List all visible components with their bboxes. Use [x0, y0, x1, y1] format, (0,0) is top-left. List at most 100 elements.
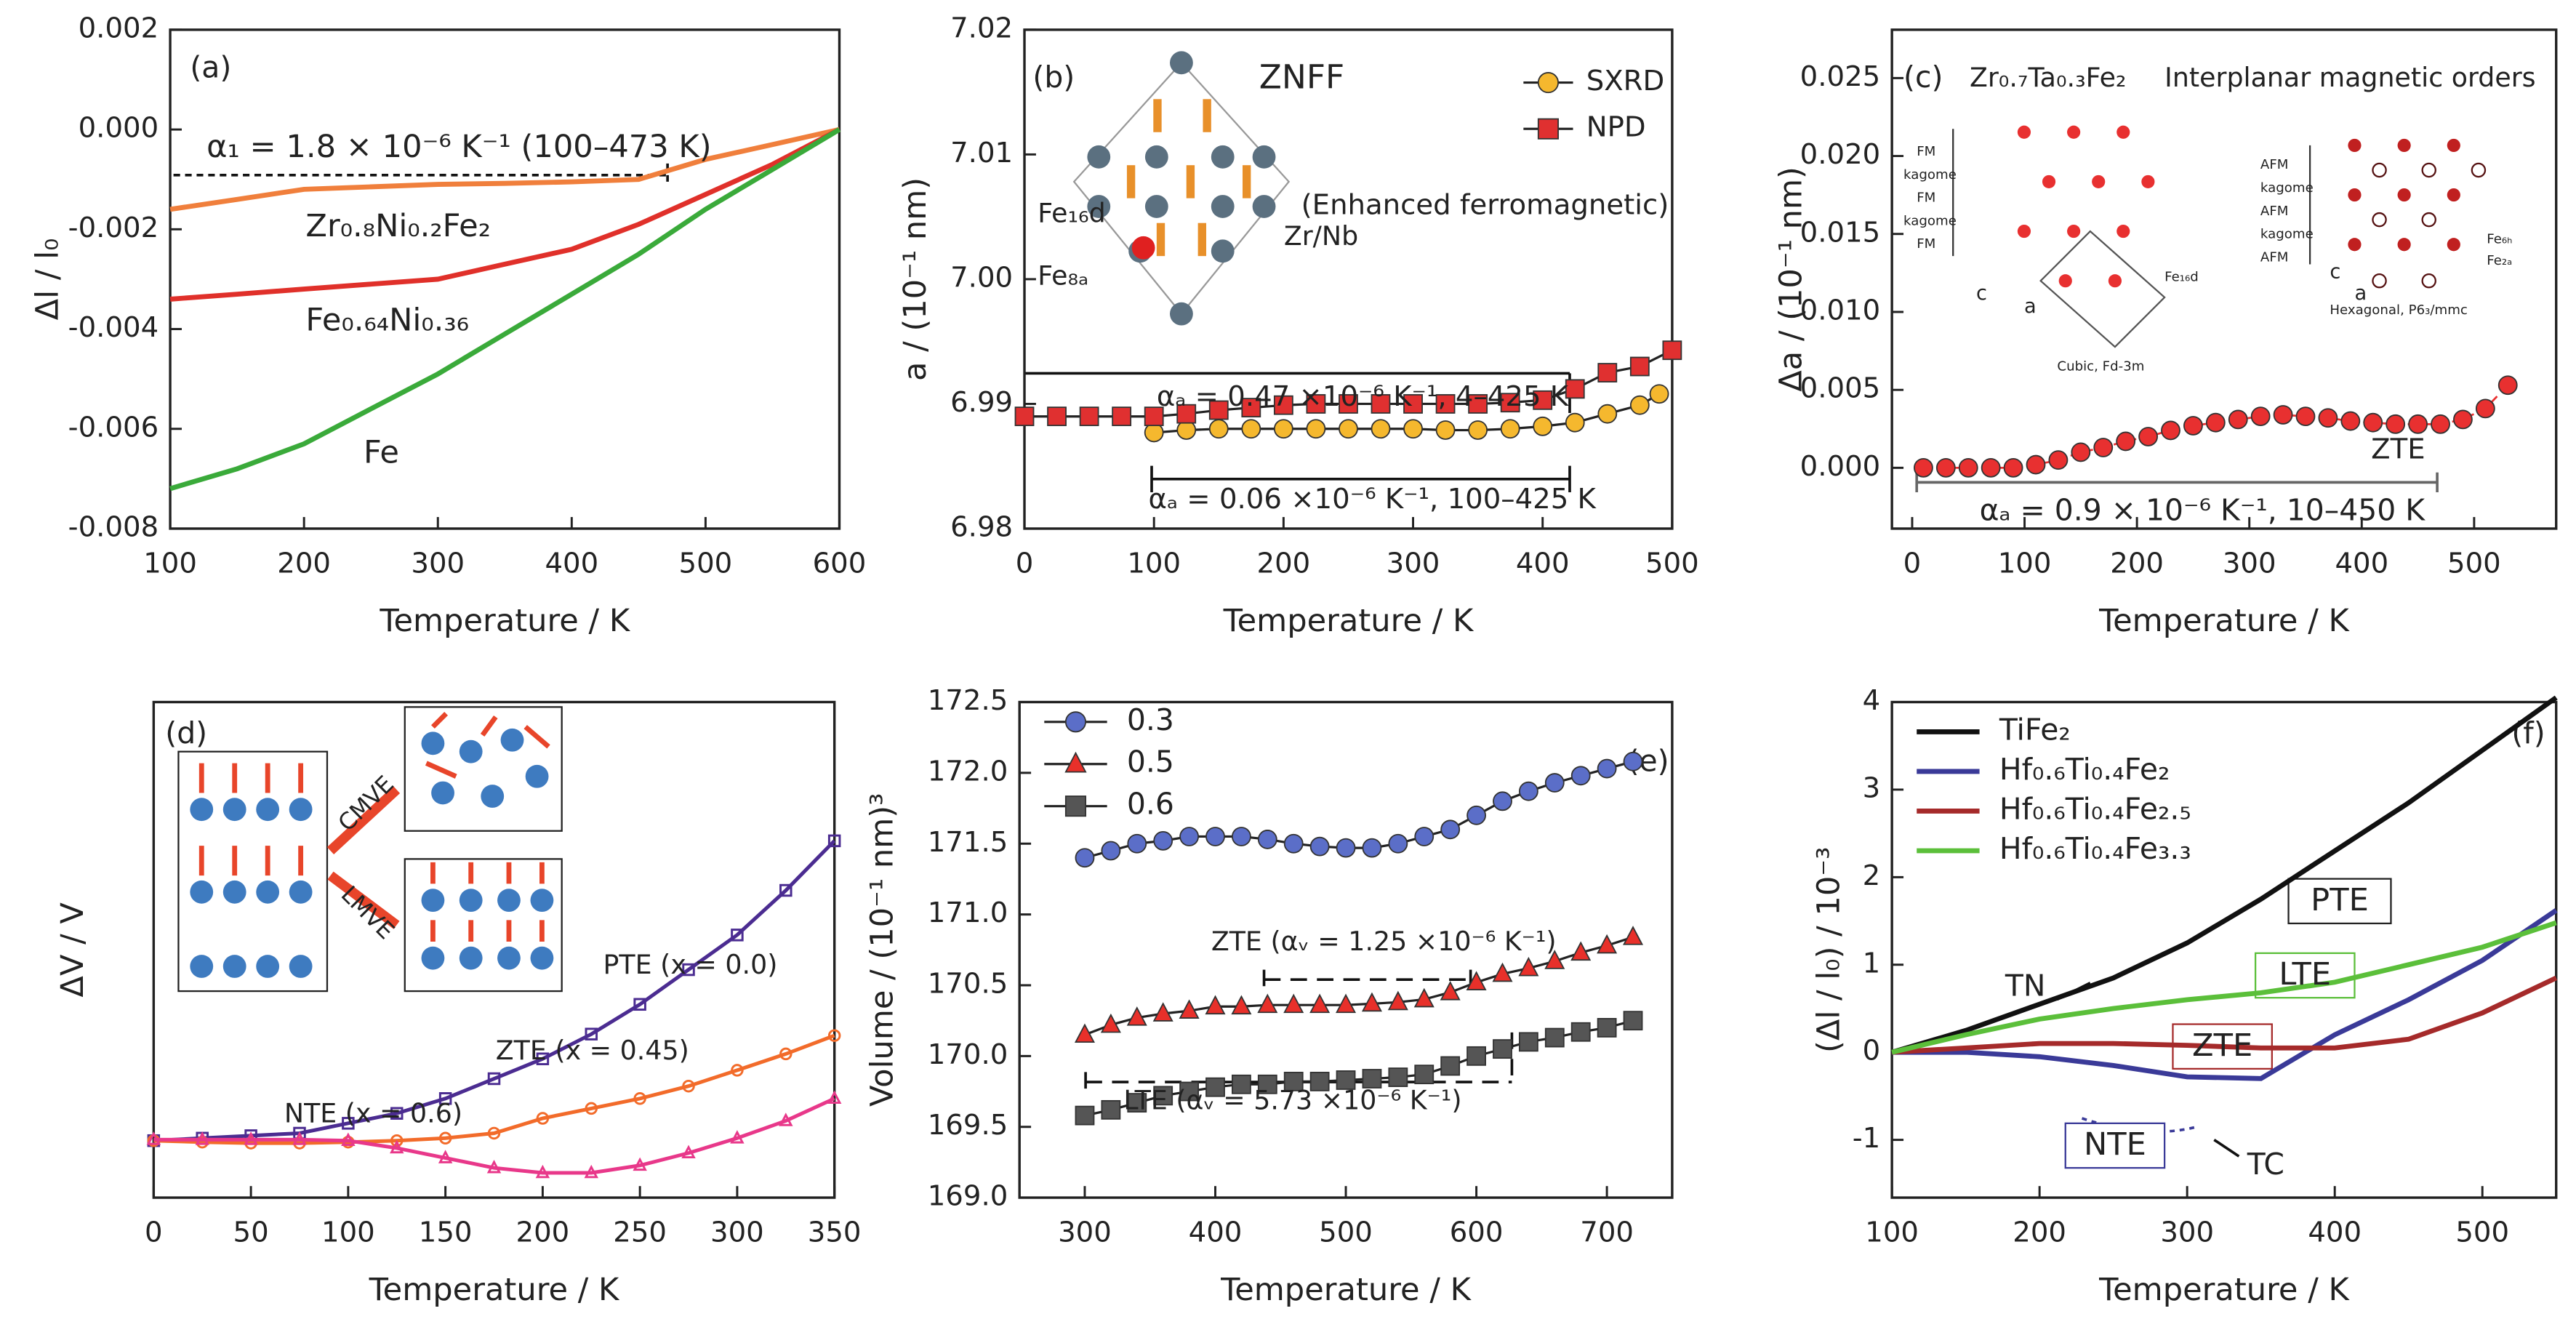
x-tick-label: 200 — [1257, 547, 1311, 580]
plot-frame — [1023, 28, 1674, 530]
marker — [1241, 398, 1261, 418]
annotation: Fe₆ₕ — [2487, 231, 2512, 246]
marker — [1570, 941, 1592, 961]
marker — [1440, 1056, 1461, 1076]
marker — [1273, 419, 1293, 439]
marker — [1500, 419, 1520, 439]
annotation: α₁ = 1.8 × 10⁻⁶ K⁻¹ (100–473 K) — [206, 129, 712, 165]
x-tick-label: 200 — [2110, 547, 2164, 580]
marker — [1339, 419, 1358, 439]
marker — [1232, 1074, 1251, 1094]
marker — [1649, 384, 1669, 404]
marker — [1403, 419, 1423, 439]
marker — [1075, 1105, 1095, 1126]
marker — [438, 1150, 453, 1163]
annotation: kagome — [1903, 167, 1957, 183]
y-tick-label: -0.002 — [68, 212, 159, 244]
y-axis-label: a / (10⁻¹ nm) — [897, 177, 934, 381]
marker — [731, 929, 744, 942]
x-tick-label: 300 — [1387, 547, 1440, 580]
x-tick-label: 500 — [2447, 547, 2501, 580]
series-label: PTE (x = 0.0) — [603, 949, 778, 980]
atoms — [1087, 51, 1276, 326]
marker — [487, 1072, 501, 1086]
marker — [1075, 848, 1095, 868]
x-tick-label: 600 — [1450, 1216, 1504, 1249]
plot-frame — [152, 700, 836, 1199]
y-tick-label: 0.025 — [1800, 60, 1881, 93]
marker — [1231, 995, 1252, 1015]
annotation: kagome — [2260, 180, 2314, 196]
x-tick-label: 0 — [145, 1216, 163, 1249]
x-tick-label: 300 — [1058, 1216, 1112, 1249]
marker — [2138, 427, 2158, 446]
marker — [341, 1132, 356, 1146]
annotation: Fe₁₆d — [2164, 270, 2199, 285]
marker — [682, 963, 695, 977]
marker — [2228, 409, 2248, 430]
marker — [1336, 838, 1356, 858]
legend-marker — [1064, 711, 1087, 733]
marker — [1435, 420, 1456, 440]
marker — [1371, 419, 1391, 439]
legend-label: SXRD — [1586, 65, 1665, 97]
legend-label: NPD — [1586, 111, 1646, 144]
y-tick-label: 0.015 — [1800, 216, 1881, 249]
y-tick-label: 0 — [1863, 1035, 1881, 1067]
marker — [681, 1144, 696, 1159]
marker — [1662, 340, 1682, 361]
range-line — [1915, 472, 2439, 493]
series-line — [1891, 695, 2558, 1055]
label-box — [2064, 1122, 2166, 1169]
marker — [2205, 412, 2226, 433]
annotation: TN — [2005, 969, 2046, 1003]
x-tick-label: 200 — [2013, 1216, 2066, 1249]
y-tick-label: 7.01 — [950, 137, 1013, 169]
marker — [1570, 1022, 1591, 1042]
x-tick-label: 350 — [808, 1216, 862, 1249]
marker — [2003, 457, 2023, 478]
marker — [2386, 414, 2406, 434]
marker — [779, 883, 793, 897]
marker — [730, 1130, 745, 1144]
inset-b — [1072, 51, 1291, 326]
marker — [2026, 454, 2046, 475]
y-axis-label: ΔV / V — [55, 902, 91, 998]
x-tick-label: 50 — [233, 1216, 269, 1249]
series-line — [1892, 908, 2558, 1081]
annotation: NTE — [2084, 1126, 2146, 1163]
marker — [1414, 1065, 1435, 1085]
y-tick-label: 6.99 — [950, 386, 1013, 419]
annotation: TC — [2247, 1147, 2284, 1182]
marker — [1283, 833, 1304, 854]
marker — [1336, 993, 1357, 1014]
marker — [1413, 987, 1435, 1008]
marker — [1176, 404, 1197, 424]
panel: 300 400 500 600 700 169.0 169.5 170.0 170.5 171.0… — [864, 684, 1674, 1308]
x-tick-label: 0 — [1903, 547, 1922, 580]
marker — [1361, 992, 1382, 1012]
marker — [1466, 1046, 1486, 1066]
marker — [1283, 993, 1304, 1014]
marker — [1623, 751, 1643, 771]
marker — [1500, 393, 1520, 413]
marker — [2431, 414, 2450, 434]
x-tick-label: 400 — [1189, 1216, 1243, 1249]
marker — [1493, 1039, 1512, 1059]
annotation: Interplanar magnetic orders — [2164, 62, 2536, 93]
x-tick-label: 400 — [2308, 1216, 2362, 1249]
marker — [1466, 805, 1486, 825]
y-tick-label: -0.004 — [68, 311, 159, 344]
marker — [1629, 356, 1650, 377]
x-tick-label: 300 — [2160, 1216, 2214, 1249]
legend-label: 0.3 — [1127, 702, 1174, 737]
y-tick-label: -1 — [1853, 1122, 1881, 1155]
legend-label: Hf₀.₆Ti₀.₄Fe₂ — [1999, 752, 2170, 787]
marker — [1914, 457, 1933, 478]
marker — [390, 1107, 404, 1120]
y-tick-label: -0.006 — [68, 411, 159, 444]
annotation: ZTE (αᵥ = 1.25 ×10⁻⁶ K⁻¹) — [1211, 926, 1557, 957]
marker — [1623, 1011, 1643, 1031]
panel-label: (d) — [165, 715, 207, 750]
plot-frame — [1890, 700, 2558, 1199]
